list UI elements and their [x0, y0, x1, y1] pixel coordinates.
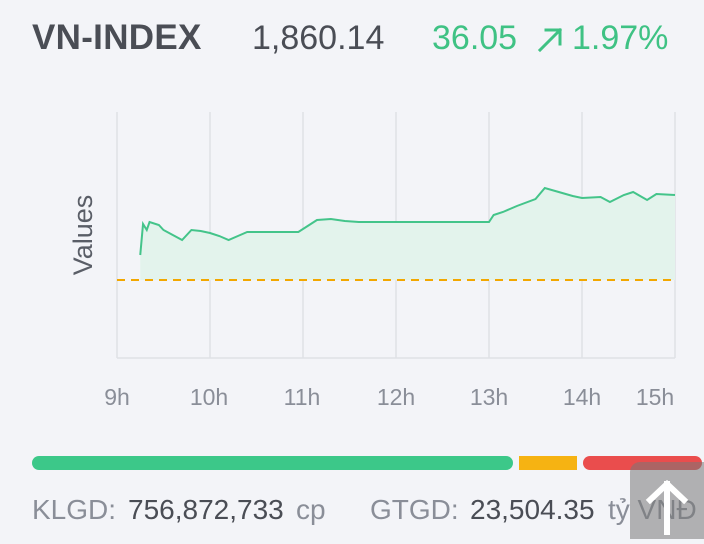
- arrow-up-icon: [645, 479, 689, 535]
- area-fill: [140, 188, 675, 280]
- klgd-label: KLGD:: [32, 494, 117, 525]
- arrow-up-right-icon: [537, 27, 563, 53]
- scroll-to-top-button[interactable]: [630, 462, 704, 539]
- gtgd-label: GTGD:: [370, 494, 459, 525]
- klgd-value: 756,872,733: [128, 494, 284, 525]
- x-tick-label-9h: 9h: [104, 384, 130, 410]
- breadth-up-segment: [32, 456, 513, 470]
- intraday-chart: Values 9h 10h 11h 12h 13h 14h 15h: [68, 112, 676, 410]
- index-change: 36.05: [432, 19, 518, 57]
- x-tick-label-14h: 14h: [563, 384, 601, 410]
- breadth-flat-segment: [518, 456, 578, 470]
- gtgd-value: 23,504.35: [470, 494, 595, 525]
- index-change-pct: 1.97%: [572, 19, 669, 57]
- x-tick-label-15h: 15h: [636, 384, 674, 410]
- x-tick-label-11h: 11h: [284, 384, 321, 410]
- index-header: VN-INDEX 1,860.14 36.05 1.97%: [32, 18, 694, 64]
- index-name: VN-INDEX: [32, 18, 202, 57]
- x-tick-label-13h: 13h: [470, 384, 508, 410]
- index-value: 1,860.14: [252, 19, 385, 57]
- klgd-unit: cp: [296, 494, 326, 525]
- market-breadth-bar: [32, 456, 702, 470]
- price-line: [139, 186, 676, 256]
- y-axis-label: Values: [68, 195, 98, 276]
- x-tick-label-10h: 10h: [190, 384, 228, 410]
- x-tick-label-12h: 12h: [377, 384, 415, 410]
